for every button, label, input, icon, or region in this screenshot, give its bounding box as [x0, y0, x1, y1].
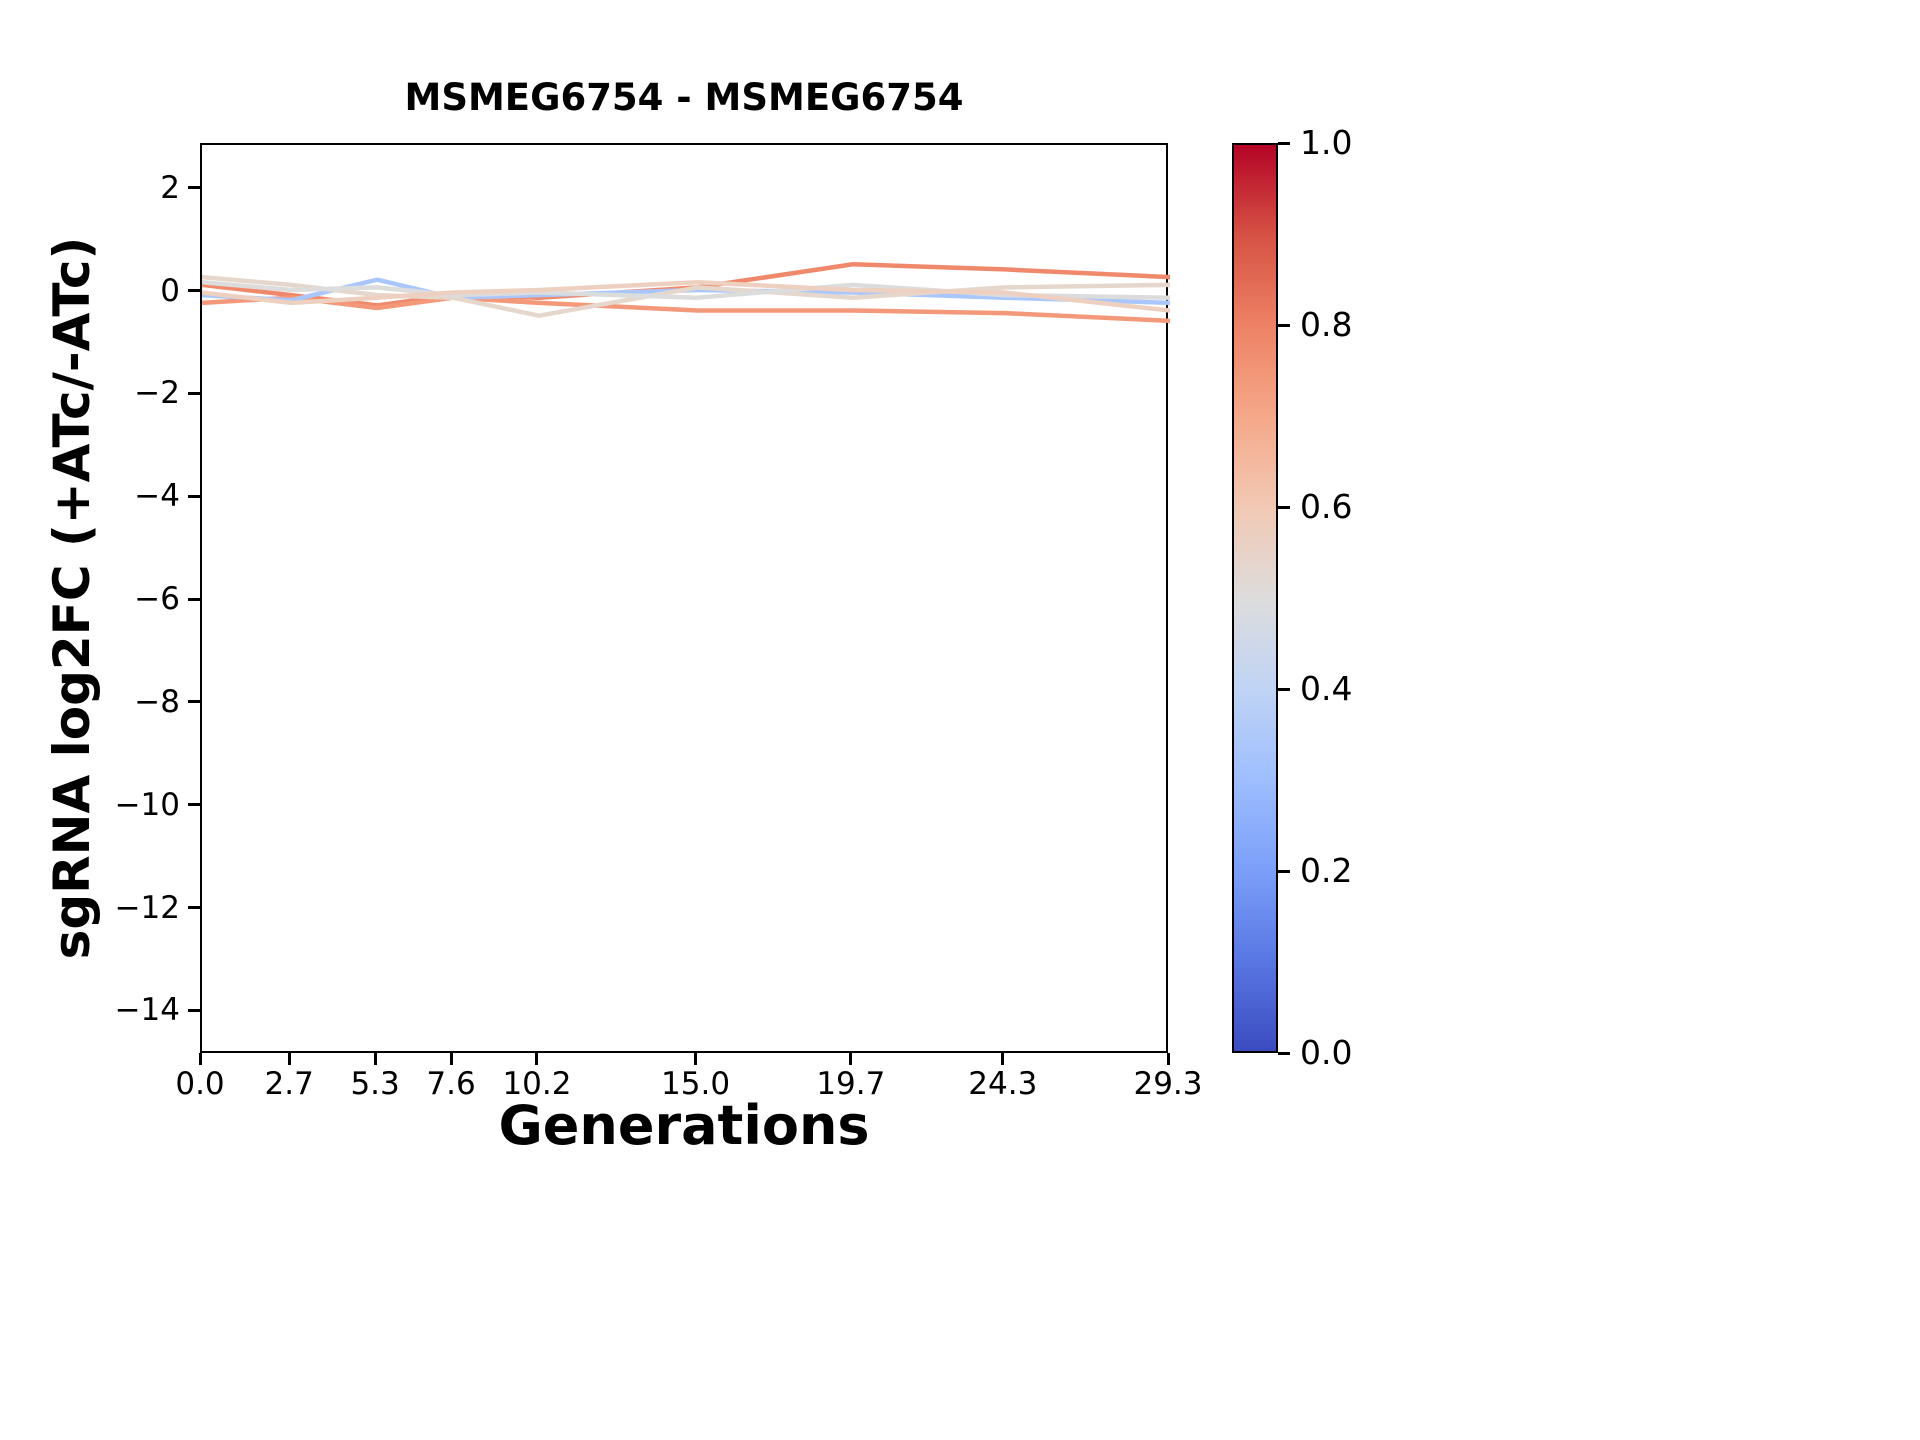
x-tick-mark [449, 1053, 453, 1065]
data-lines [202, 262, 1170, 324]
y-tick-mark [188, 1008, 200, 1012]
chart-title: MSMEG6754 - MSMEG6754 [404, 76, 964, 119]
colorbar-tick-label: 0.2 [1300, 851, 1353, 890]
colorbar-tick-label: 0.8 [1300, 305, 1353, 344]
x-tick-label: 5.3 [350, 1066, 400, 1102]
colorbar-tick-label: 1.0 [1300, 123, 1353, 162]
colorbar-tick-mark [1278, 323, 1290, 327]
sgrna-line [202, 262, 1170, 308]
y-tick-mark [188, 906, 200, 909]
plot-area [200, 143, 1170, 1053]
y-tick-label: −10 [114, 786, 180, 823]
y-tick-mark [188, 391, 200, 395]
colorbar-tick-mark [1278, 1051, 1290, 1055]
x-tick-label: 29.3 [1133, 1066, 1203, 1102]
y-tick-mark [188, 803, 200, 807]
x-tick-mark [535, 1053, 539, 1065]
x-tick-label: 15.0 [661, 1066, 731, 1102]
y-tick-label: −14 [114, 992, 180, 1029]
y-tick-mark [188, 186, 200, 190]
x-tick-mark [849, 1053, 853, 1065]
colorbar-tick-mark [1278, 505, 1290, 509]
x-tick-label: 10.2 [502, 1066, 572, 1102]
x-tick-label: 19.7 [816, 1066, 886, 1102]
x-tick-mark [1001, 1053, 1005, 1065]
colorbar-tick-label: 0.6 [1300, 487, 1353, 526]
x-tick-mark [1166, 1053, 1170, 1065]
y-tick-label: 0 [160, 272, 180, 309]
x-tick-mark [373, 1053, 377, 1065]
y-tick-label: −6 [134, 581, 180, 618]
colorbar-tick-mark [1278, 687, 1290, 691]
y-tick-label: 2 [160, 169, 180, 206]
colorbar [1232, 143, 1278, 1053]
colorbar-tick-label: 0.4 [1300, 669, 1353, 708]
y-tick-mark [188, 700, 200, 704]
colorbar-tick-label: 0.0 [1300, 1033, 1353, 1072]
y-tick-label: −4 [134, 478, 180, 515]
sgrna-line [202, 277, 1170, 306]
y-tick-mark [188, 494, 200, 498]
colorbar-tick-mark [1278, 141, 1290, 145]
x-tick-label: 7.6 [426, 1066, 476, 1102]
colorbar-gradient [1234, 145, 1276, 1051]
y-tick-label: −2 [134, 375, 180, 412]
x-tick-label: 24.3 [968, 1066, 1038, 1102]
colorbar-tick-mark [1278, 869, 1290, 873]
sgrna-line [202, 280, 1170, 313]
x-tick-label: 0.0 [175, 1066, 225, 1102]
x-tick-mark [287, 1053, 291, 1065]
y-tick-label: −12 [114, 889, 180, 926]
y-tick-label: −8 [134, 683, 180, 720]
y-tick-mark [188, 597, 200, 601]
x-tick-mark [198, 1053, 202, 1065]
x-axis-label: Generations [498, 1094, 870, 1157]
y-tick-mark [188, 289, 200, 293]
x-tick-label: 2.7 [264, 1066, 314, 1102]
x-tick-mark [694, 1053, 698, 1065]
